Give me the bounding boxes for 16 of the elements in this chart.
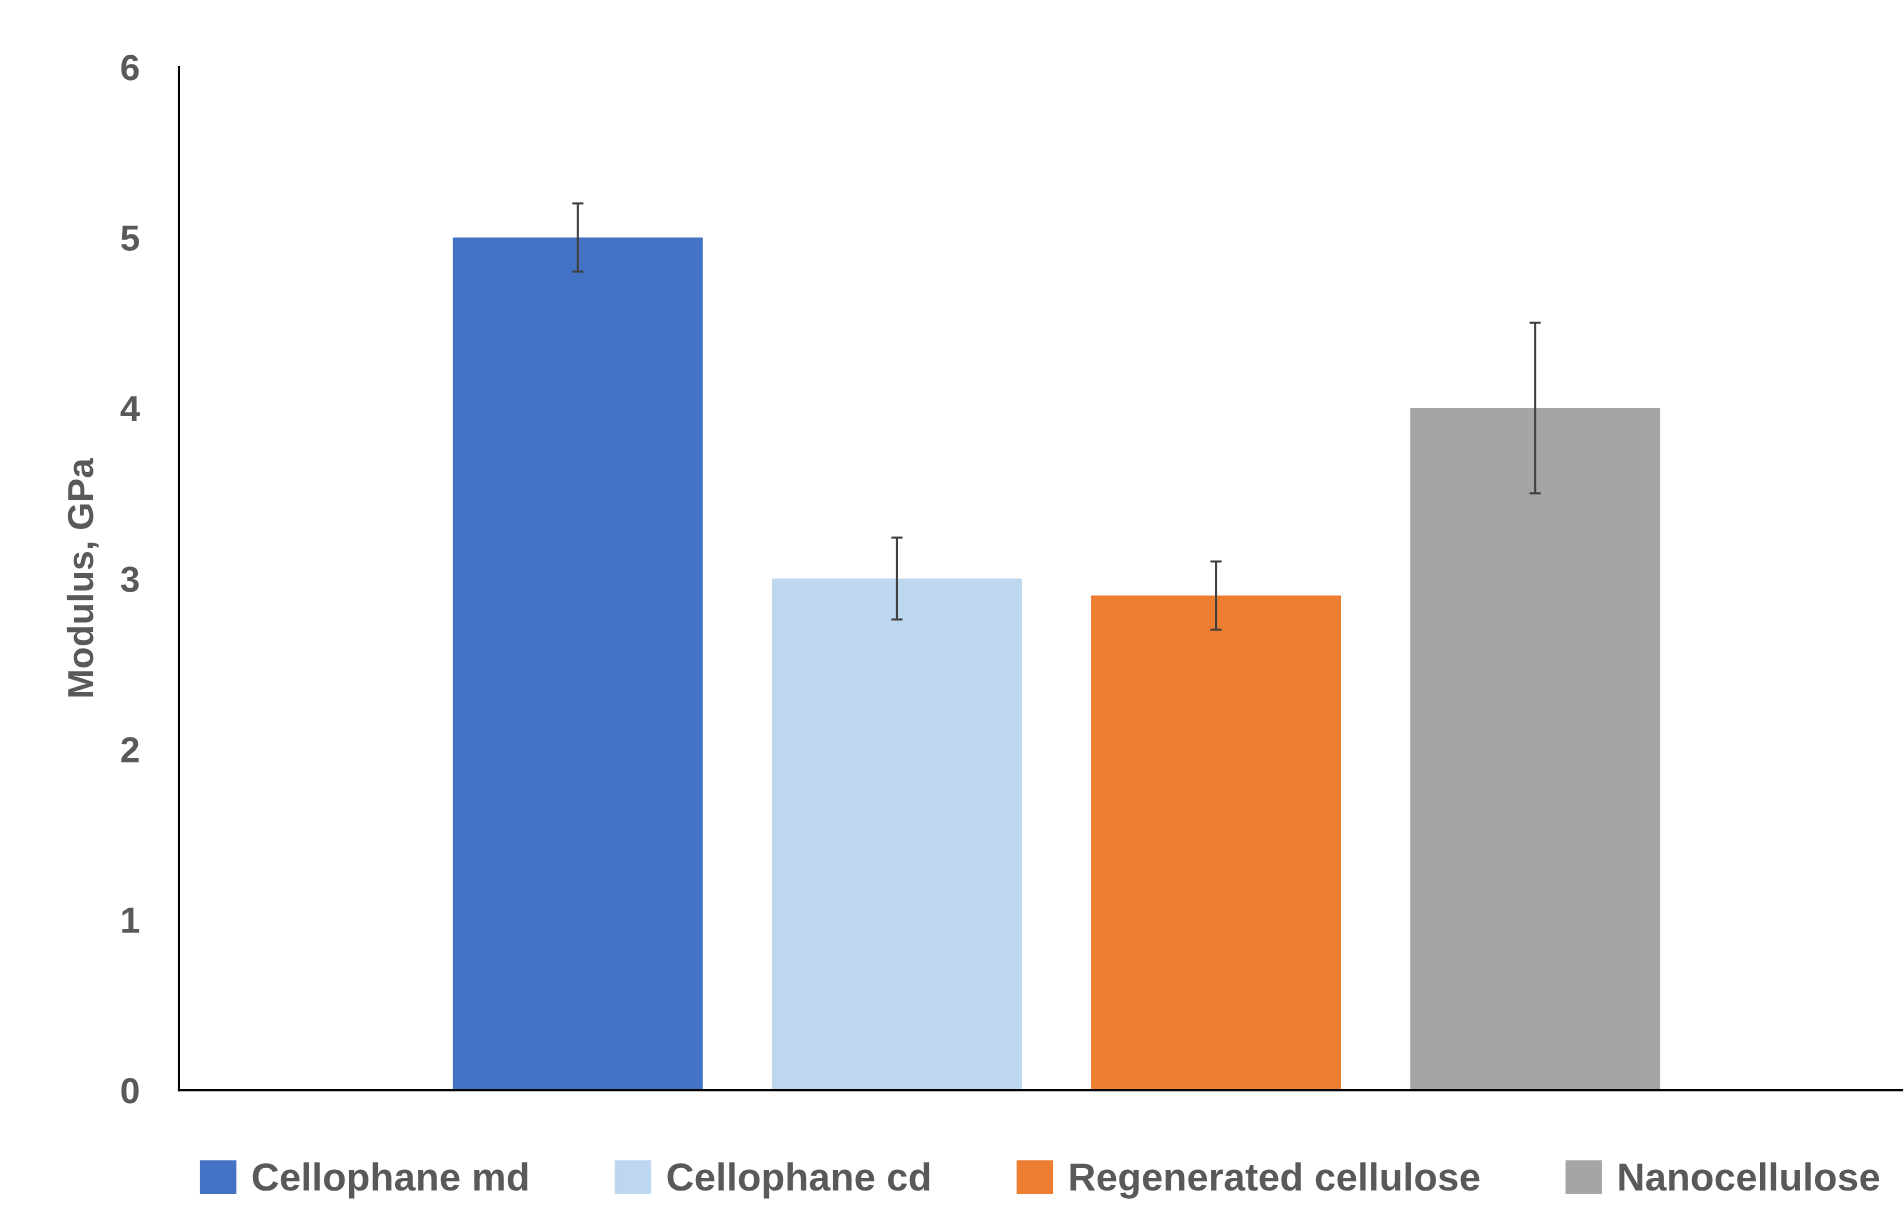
bar	[1410, 408, 1661, 1091]
bar	[452, 237, 703, 1091]
bar	[771, 578, 1022, 1091]
y-tick-label: 6	[121, 54, 139, 81]
legend-label: Cellophane md	[252, 1162, 528, 1199]
y-tick-label: 1	[122, 907, 140, 933]
legend-label: Nanocellulose	[1619, 1162, 1880, 1191]
legend-label: Cellophane cd	[667, 1162, 930, 1199]
bar	[1091, 595, 1342, 1091]
y-tick-label: 3	[120, 566, 139, 593]
y-tick-label: 5	[121, 225, 140, 251]
legend-label: Regenerated cellulose	[1070, 1162, 1480, 1199]
y-tick-label: 4	[120, 396, 140, 422]
y-tick-label: 2	[121, 736, 139, 763]
y-axis-title: Modulus, GPa	[66, 457, 99, 697]
y-tick-label: 0	[121, 1077, 139, 1104]
